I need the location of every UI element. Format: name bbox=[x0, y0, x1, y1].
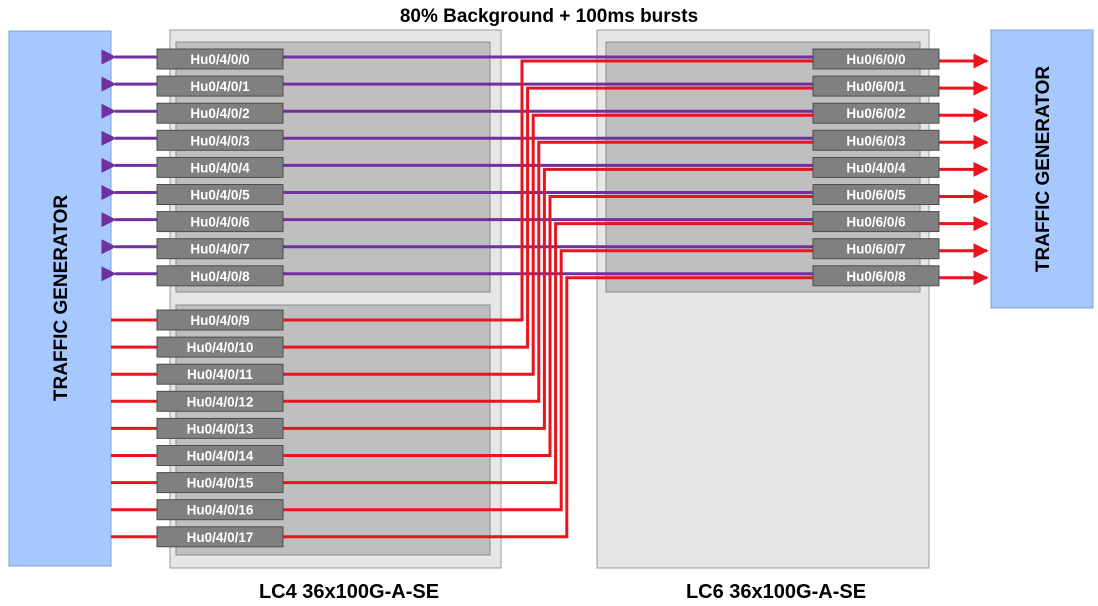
lc4-port-label: Hu0/4/0/0 bbox=[190, 52, 249, 67]
lc6-port: Hu0/6/0/7 bbox=[812, 238, 940, 260]
lc4-port-label: Hu0/4/0/13 bbox=[187, 421, 254, 436]
burst-link-line bbox=[111, 270, 989, 539]
lc6-label: LC6 36x100G-A-SE bbox=[686, 581, 866, 603]
left-traffic-generator-label: TRAFFIC GENERATOR bbox=[51, 195, 72, 401]
lc4-port: Hu0/4/0/15 bbox=[156, 472, 284, 494]
burst-link-line bbox=[111, 80, 989, 349]
lc4-port: Hu0/4/0/0 bbox=[156, 48, 284, 70]
lc4-port-label: Hu0/4/0/12 bbox=[187, 394, 254, 409]
lc4-port-label: Hu0/4/0/7 bbox=[190, 242, 249, 257]
lc6-port: Hu0/6/0/8 bbox=[812, 265, 940, 287]
lc4-port-label: Hu0/4/0/8 bbox=[190, 269, 250, 284]
lc4-port: Hu0/4/0/16 bbox=[156, 499, 284, 521]
lc4-port-label: Hu0/4/0/11 bbox=[187, 367, 254, 382]
burst-link-line bbox=[111, 189, 989, 457]
left-traffic-generator: TRAFFIC GENERATOR bbox=[8, 30, 112, 567]
lc6-port: Hu0/4/0/4 bbox=[812, 156, 940, 178]
lc4-port-label: Hu0/4/0/5 bbox=[190, 188, 250, 203]
lc4-label: LC4 36x100G-A-SE bbox=[259, 581, 439, 603]
burst-link-line bbox=[111, 216, 989, 485]
lc6-ports: Hu0/6/0/0 Hu0/6/0/1 Hu0/6/0/2 Hu0/6/0/3 Hu0/… bbox=[812, 48, 940, 287]
lc6-port-label: Hu0/6/0/1 bbox=[846, 79, 906, 94]
lc6-port: Hu0/6/0/3 bbox=[812, 129, 940, 151]
lc4-port-label: Hu0/4/0/10 bbox=[187, 340, 254, 355]
lc4-port: Hu0/4/0/5 bbox=[156, 184, 284, 205]
lc4-ports: Hu0/4/0/0 Hu0/4/0/1 Hu0/4/0/2 Hu0/4/0/3 Hu0/… bbox=[156, 48, 284, 548]
lc4-port: Hu0/4/0/9 bbox=[156, 309, 284, 331]
lc6-port-label: Hu0/6/0/6 bbox=[846, 215, 906, 230]
lc6-port-label: Hu0/4/0/4 bbox=[846, 160, 906, 175]
lc6-port: Hu0/6/0/1 bbox=[812, 75, 940, 97]
right-traffic-generator-label: TRAFFIC GENERATOR bbox=[1033, 66, 1054, 272]
lc6-port-label: Hu0/6/0/0 bbox=[846, 52, 905, 67]
lc4-port: Hu0/4/0/7 bbox=[156, 238, 284, 260]
lc6-port-label: Hu0/6/0/7 bbox=[846, 242, 905, 257]
lc4-port: Hu0/4/0/2 bbox=[156, 102, 284, 124]
lc4-port: Hu0/4/0/3 bbox=[156, 129, 284, 151]
lc4-port-label: Hu0/4/0/17 bbox=[187, 530, 254, 545]
lc4-port-label: Hu0/4/0/15 bbox=[187, 476, 254, 491]
lc4-port: Hu0/4/0/10 bbox=[156, 336, 284, 358]
lc4-port-label: Hu0/4/0/3 bbox=[190, 133, 250, 148]
lc4-port: Hu0/4/0/6 bbox=[156, 211, 284, 233]
lc4-port: Hu0/4/0/8 bbox=[156, 265, 284, 287]
burst-link-line bbox=[111, 161, 989, 430]
lc4-port: Hu0/4/0/11 bbox=[156, 363, 284, 385]
lc4-port-label: Hu0/4/0/4 bbox=[190, 160, 250, 175]
lc4-port: Hu0/4/0/14 bbox=[156, 445, 284, 466]
lc4-port: Hu0/4/0/1 bbox=[156, 75, 284, 97]
burst-link-line bbox=[111, 107, 989, 376]
lc4-port: Hu0/4/0/12 bbox=[156, 390, 284, 412]
burst-link-line bbox=[111, 243, 989, 512]
diagram-title: 80% Background + 100ms bursts bbox=[400, 6, 698, 27]
right-traffic-generator: TRAFFIC GENERATOR bbox=[990, 29, 1094, 309]
lc6-port-label: Hu0/6/0/3 bbox=[846, 133, 906, 148]
lc6-port-label: Hu0/6/0/2 bbox=[846, 106, 905, 121]
lc6-port-label: Hu0/6/0/8 bbox=[846, 269, 906, 284]
lc6-port: Hu0/6/0/2 bbox=[812, 102, 940, 124]
lc4-port: Hu0/4/0/13 bbox=[156, 417, 284, 439]
lc4-port: Hu0/4/0/4 bbox=[156, 156, 284, 178]
lc4-port-label: Hu0/4/0/6 bbox=[190, 215, 250, 230]
lc4-port-label: Hu0/4/0/16 bbox=[187, 503, 254, 518]
burst-link-line bbox=[111, 53, 989, 322]
lc4-port-label: Hu0/4/0/9 bbox=[190, 313, 249, 328]
lc4-port: Hu0/4/0/17 bbox=[156, 526, 284, 548]
lc4-port-label: Hu0/4/0/2 bbox=[190, 106, 249, 121]
lc6-port-label: Hu0/6/0/5 bbox=[846, 188, 906, 203]
lc6-port: Hu0/6/0/0 bbox=[812, 48, 940, 70]
lc6-port: Hu0/6/0/6 bbox=[812, 211, 940, 233]
burst-link-line bbox=[111, 134, 989, 403]
lc4-port-label: Hu0/4/0/14 bbox=[187, 449, 254, 464]
links bbox=[101, 49, 989, 539]
lc4-port-label: Hu0/4/0/1 bbox=[190, 79, 250, 94]
lc6-port: Hu0/6/0/5 bbox=[812, 184, 940, 205]
